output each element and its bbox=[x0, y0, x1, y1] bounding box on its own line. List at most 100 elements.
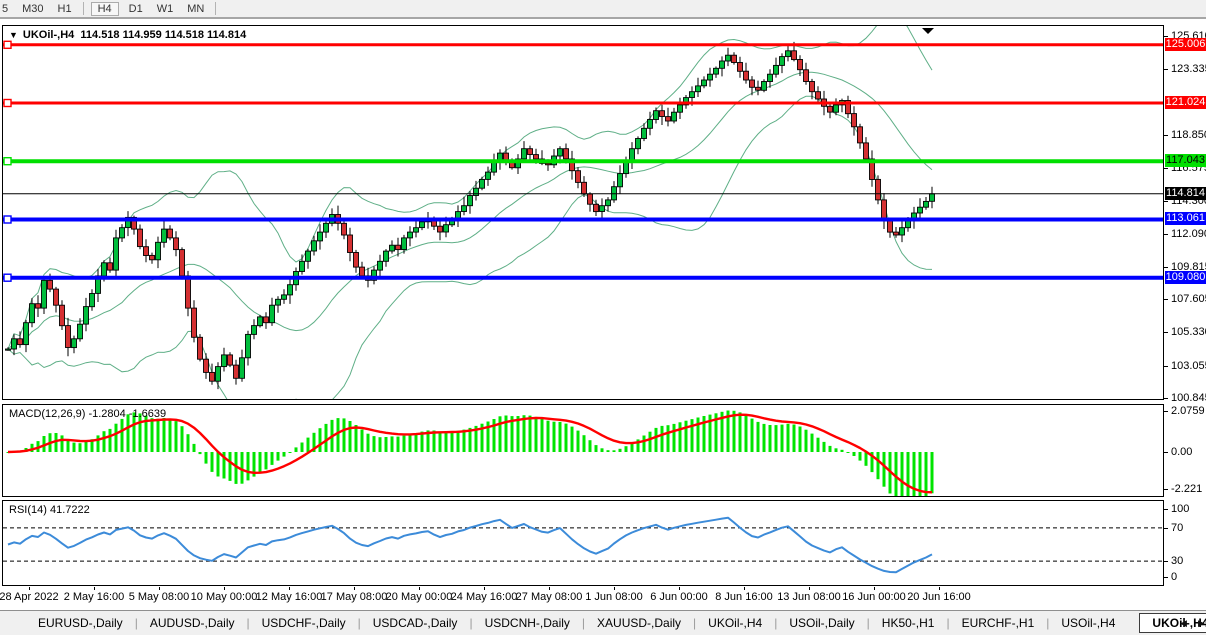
candle-body bbox=[563, 148, 569, 160]
candle-body bbox=[341, 222, 347, 236]
hline-anchor-117.043[interactable] bbox=[3, 156, 12, 166]
candle-body bbox=[629, 148, 635, 161]
rsi-chart[interactable] bbox=[3, 501, 1163, 585]
candle-body bbox=[611, 186, 617, 201]
candle-body bbox=[827, 105, 833, 113]
price-tick-125.610-tick bbox=[1164, 36, 1168, 37]
time-axis[interactable]: 28 Apr 2022 2 May 16:00 5 May 08:00 10 May … bbox=[0, 587, 1164, 608]
macd-histogram-bar bbox=[540, 418, 544, 452]
tab-USOil-,Daily[interactable]: USOil-,Daily bbox=[789, 616, 855, 630]
macd-panel[interactable]: MACD(12,26,9) -1.2804 -1.6639 bbox=[2, 404, 1164, 497]
hline-anchor-121.024[interactable] bbox=[3, 98, 12, 108]
timeframe-toolbar: 5 M30 H1 H4 D1 W1 MN bbox=[0, 0, 1206, 19]
candlestick-chart[interactable] bbox=[3, 26, 1163, 399]
price-tick-107.605-label: 107.605 bbox=[1171, 293, 1206, 305]
candle-body bbox=[5, 348, 11, 351]
rsi-panel[interactable]: RSI(14) 41.7222 bbox=[2, 500, 1164, 586]
macd-histogram-bar bbox=[138, 413, 142, 452]
candle-body bbox=[491, 161, 497, 173]
macd-histogram-bar bbox=[42, 436, 46, 452]
timeframe-button-mn[interactable]: MN bbox=[187, 2, 205, 15]
macd-histogram-bar bbox=[240, 452, 244, 484]
macd-histogram-bar bbox=[750, 418, 754, 452]
timeframe-button-w1[interactable]: W1 bbox=[156, 2, 174, 15]
macd-histogram-bar bbox=[312, 432, 316, 452]
tab-separator: | bbox=[357, 616, 361, 630]
macd-histogram-bar bbox=[228, 452, 232, 481]
candle-body bbox=[479, 178, 485, 189]
tab-UKOil-,H4-active[interactable]: UKOil-,H4 bbox=[1139, 613, 1206, 633]
candle-body bbox=[743, 70, 749, 81]
tab-USDCAD-,Daily[interactable]: USDCAD-,Daily bbox=[372, 616, 458, 630]
tab-USDCHF-,Daily[interactable]: USDCHF-,Daily bbox=[261, 616, 346, 630]
tab-HK50-,H1[interactable]: HK50-,H1 bbox=[881, 616, 935, 630]
tab-separator: | bbox=[581, 616, 586, 630]
time-tick bbox=[419, 587, 420, 590]
toolbar-separator bbox=[215, 2, 217, 15]
tab-scroll-right-icon[interactable]: ▶ bbox=[1198, 618, 1205, 628]
rsi-tick-70-label: 70 bbox=[1171, 522, 1184, 534]
hline-anchor-109.080[interactable] bbox=[3, 273, 12, 282]
candle-body bbox=[599, 205, 605, 212]
time-tick bbox=[29, 587, 30, 590]
macd-chart[interactable] bbox=[3, 405, 1163, 496]
macd-histogram-bar bbox=[570, 426, 574, 452]
candle-body bbox=[287, 284, 293, 296]
tab-scroll-left-icon[interactable]: ◀ bbox=[1180, 618, 1187, 628]
macd-signal-line bbox=[7, 413, 933, 494]
hline-anchor-113.061[interactable] bbox=[3, 215, 12, 224]
price-tick-103.055-label: 103.055 bbox=[1171, 360, 1206, 372]
chart-shift-marker-icon[interactable] bbox=[922, 28, 934, 34]
candle-body bbox=[281, 294, 287, 300]
candle-body bbox=[581, 181, 587, 195]
candle-body bbox=[749, 79, 755, 88]
macd-histogram-bar bbox=[702, 416, 706, 452]
timeframe-button-d1[interactable]: D1 bbox=[128, 2, 143, 15]
price-tick-100.845-tick bbox=[1164, 398, 1168, 399]
macd-histogram-bar bbox=[300, 442, 304, 452]
candle-body bbox=[875, 178, 881, 201]
chart-dropdown-icon[interactable]: ▼ bbox=[9, 30, 18, 40]
timeframe-button-m30[interactable]: M30 bbox=[22, 2, 44, 15]
candle-body bbox=[815, 91, 821, 100]
time-label-6: 17 May 08:00 bbox=[320, 591, 388, 603]
tab-EURUSD-,Daily[interactable]: EURUSD-,Daily bbox=[38, 616, 123, 630]
macd-histogram-bar bbox=[378, 437, 382, 452]
candle-body bbox=[437, 225, 443, 233]
macd-histogram-bar bbox=[642, 435, 646, 452]
macd-histogram-bar bbox=[174, 421, 178, 452]
timeframe-button-h4[interactable]: H4 bbox=[90, 1, 119, 16]
macd-histogram-bar bbox=[834, 448, 838, 452]
macd-tick--2.221-label: -2.221 bbox=[1171, 483, 1203, 495]
macd-histogram-bar bbox=[516, 416, 520, 452]
timeframe-button-h1[interactable]: H1 bbox=[57, 2, 72, 15]
macd-histogram-bar bbox=[696, 417, 700, 452]
macd-histogram-bar bbox=[618, 448, 622, 452]
macd-histogram-bar bbox=[414, 433, 418, 452]
macd-histogram-bar bbox=[582, 435, 586, 452]
tab-USDCNH-,Daily[interactable]: USDCNH-,Daily bbox=[484, 616, 570, 630]
tab-USOil-,H4[interactable]: USOil-,H4 bbox=[1061, 616, 1116, 630]
price-axis[interactable]: 125.610123.335118.850116.575114.300112.0… bbox=[1164, 0, 1206, 610]
tab-XAUUSD-,Daily[interactable]: XAUUSD-,Daily bbox=[597, 616, 682, 630]
tab-AUDUSD-,Daily[interactable]: AUDUSD-,Daily bbox=[149, 616, 235, 630]
candle-body bbox=[635, 138, 641, 150]
macd-histogram-bar bbox=[864, 452, 868, 466]
candle-body bbox=[65, 325, 71, 348]
macd-histogram-bar bbox=[594, 445, 598, 452]
macd-histogram-bar bbox=[210, 452, 214, 472]
tab-EURCHF-,H1[interactable]: EURCHF-,H1 bbox=[961, 616, 1035, 630]
candle-body bbox=[731, 54, 737, 63]
candle-body bbox=[101, 262, 107, 277]
main-chart-panel[interactable]: ▼ UKOil-,H4 114.518 114.959 114.518 114.8… bbox=[2, 25, 1164, 400]
timeframe-button-5[interactable]: 5 bbox=[2, 2, 9, 15]
tab-UKOil-,H4[interactable]: UKOil-,H4 bbox=[708, 616, 763, 630]
price-badge-121.024: 121.024 bbox=[1165, 96, 1206, 109]
time-label-1: 28 Apr 2022 bbox=[0, 591, 59, 603]
hline-anchor-125.006[interactable] bbox=[3, 40, 12, 49]
candle-body bbox=[143, 246, 149, 256]
candle-body bbox=[929, 193, 935, 202]
candle-body bbox=[767, 73, 773, 82]
chart-tab-bar: EURUSD-,Daily | AUDUSD-,Daily | USDCHF-,Dail… bbox=[0, 610, 1206, 635]
